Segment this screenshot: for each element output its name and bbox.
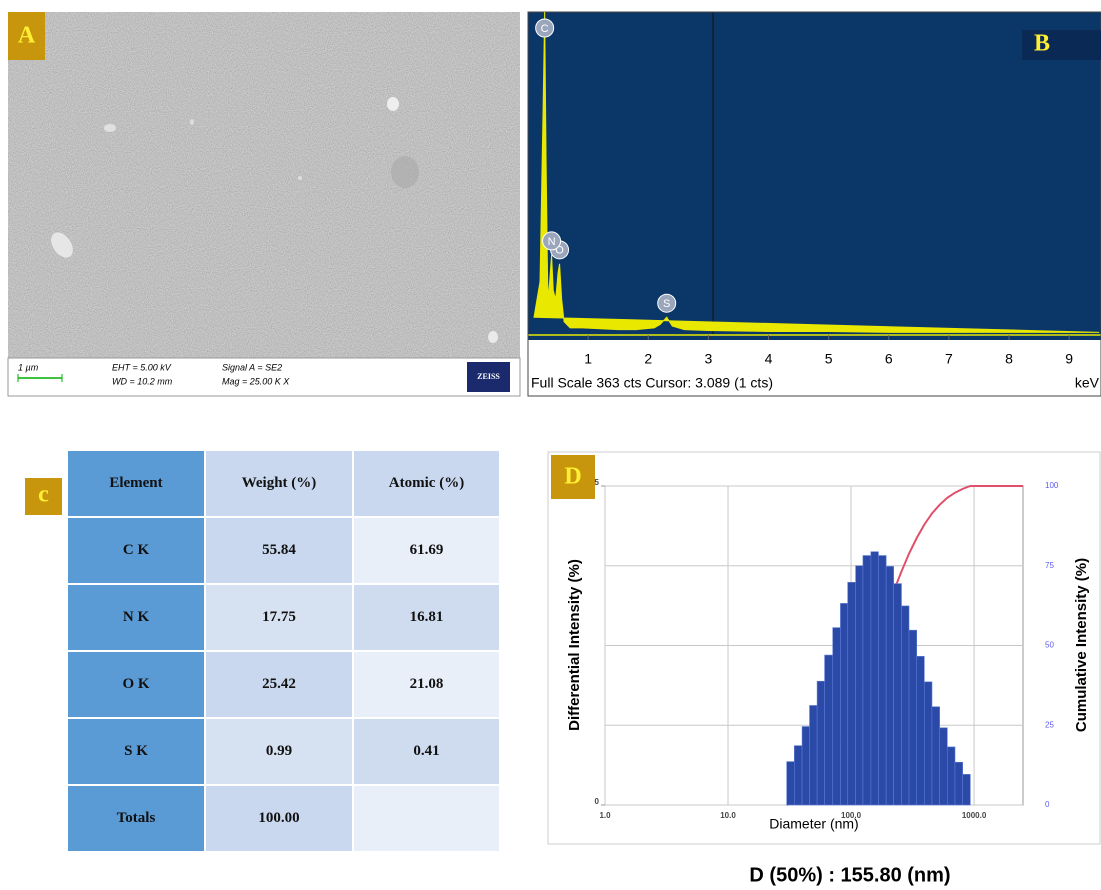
bar xyxy=(955,762,963,805)
panel-label: B xyxy=(1034,31,1050,57)
table-text: C K xyxy=(123,542,150,558)
x-tick-label: 9 xyxy=(1065,351,1073,367)
x-tick-label: 10.0 xyxy=(720,811,736,820)
table-text: Totals xyxy=(117,810,156,826)
plot-background xyxy=(528,12,1101,340)
y-tick-label: 5 xyxy=(595,478,600,487)
x-tick-label: 6 xyxy=(885,351,893,367)
bar xyxy=(848,582,856,805)
figure: 1 µm EHT = 5.00 kV WD = 10.2 mm Signal A… xyxy=(0,0,1101,890)
y2-tick-label: 25 xyxy=(1045,720,1054,729)
wd: WD = 10.2 mm xyxy=(112,376,173,386)
caption: D (50%) : 155.80 (nm) xyxy=(749,864,950,886)
particle xyxy=(298,176,302,180)
particle-cluster xyxy=(391,156,419,188)
y2-tick-label: 75 xyxy=(1045,561,1054,570)
x-tick-label: 1 xyxy=(584,351,592,367)
x-axis-label: Diameter (nm) xyxy=(769,816,858,832)
x-tick-label: 2 xyxy=(644,351,652,367)
bar xyxy=(901,606,909,805)
bar xyxy=(932,707,940,805)
particle xyxy=(104,124,116,132)
bar xyxy=(833,628,841,805)
x-tick-label: 3 xyxy=(704,351,712,367)
x-tick-label: 8 xyxy=(1005,351,1013,367)
x-tick-label: 7 xyxy=(945,351,953,367)
scale-label: 1 µm xyxy=(18,362,39,372)
sem-image xyxy=(8,12,520,358)
table-text: 55.84 xyxy=(262,542,296,558)
bar xyxy=(817,681,825,805)
panel-label: A xyxy=(18,23,36,49)
mag: Mag = 25.00 K X xyxy=(222,376,290,386)
x-tick-label: 1000.0 xyxy=(962,811,987,820)
bar xyxy=(924,682,932,805)
panel-label: c xyxy=(38,482,49,508)
table-text: O K xyxy=(122,676,149,692)
y-axis-label: Differential Intensity (%) xyxy=(566,559,583,731)
bar xyxy=(894,584,902,805)
table-text: 0.99 xyxy=(266,743,292,759)
particle xyxy=(387,97,399,111)
bar xyxy=(802,727,809,805)
y2-tick-label: 50 xyxy=(1045,641,1054,650)
table-text: 0.41 xyxy=(413,743,439,759)
bar xyxy=(947,747,955,805)
y2-tick-label: 0 xyxy=(1045,800,1050,809)
bar xyxy=(886,566,893,805)
y-tick-label: 0 xyxy=(595,797,600,806)
table-header: Weight (%) xyxy=(242,475,317,491)
bar xyxy=(856,566,863,805)
panel-a: 1 µm EHT = 5.00 kV WD = 10.2 mm Signal A… xyxy=(8,12,520,396)
bar xyxy=(940,728,948,805)
x-tick-label: 4 xyxy=(765,351,773,367)
bar xyxy=(963,774,971,805)
peak-label: N xyxy=(548,236,556,248)
bar xyxy=(810,705,818,805)
bar xyxy=(871,552,879,805)
x-axis-label: keV xyxy=(1075,375,1100,391)
y2-axis-label: Cumulative Intensity (%) xyxy=(1073,558,1090,732)
table-text: S K xyxy=(124,743,148,759)
bar xyxy=(917,656,925,805)
signal: Signal A = SE2 xyxy=(222,362,282,372)
particle xyxy=(190,119,194,125)
table-header: Element xyxy=(109,475,162,491)
bar xyxy=(909,630,917,805)
table-text: N K xyxy=(123,609,150,625)
panel-label: D xyxy=(564,464,581,490)
bar xyxy=(840,603,847,805)
table-text: 21.08 xyxy=(410,676,444,692)
peak-label: C xyxy=(541,23,549,35)
panel-c: Element Weight (%) Atomic (%) C K 55.84 61.69… xyxy=(25,450,500,852)
bar xyxy=(794,746,802,805)
bar xyxy=(863,556,871,805)
table-text: 25.42 xyxy=(262,676,296,692)
bar xyxy=(787,762,795,805)
footer: Full Scale 363 cts Cursor: 3.089 (1 cts) xyxy=(531,375,773,391)
x-tick-label: 1.0 xyxy=(599,811,611,820)
peak-label: S xyxy=(663,298,670,310)
bar xyxy=(825,655,833,805)
y2-tick-label: 100 xyxy=(1045,481,1059,490)
table-text: 17.75 xyxy=(262,609,296,625)
table-header: Atomic (%) xyxy=(389,475,464,491)
bar xyxy=(878,556,886,805)
particle xyxy=(488,331,498,343)
x-tick-label: 5 xyxy=(825,351,833,367)
table-text: 61.69 xyxy=(410,542,444,558)
table-cell xyxy=(353,785,500,852)
eht: EHT = 5.00 kV xyxy=(112,362,172,372)
table-text: 16.81 xyxy=(410,609,444,625)
table-text: 100.00 xyxy=(258,810,299,826)
brand: ZEISS xyxy=(477,372,500,381)
